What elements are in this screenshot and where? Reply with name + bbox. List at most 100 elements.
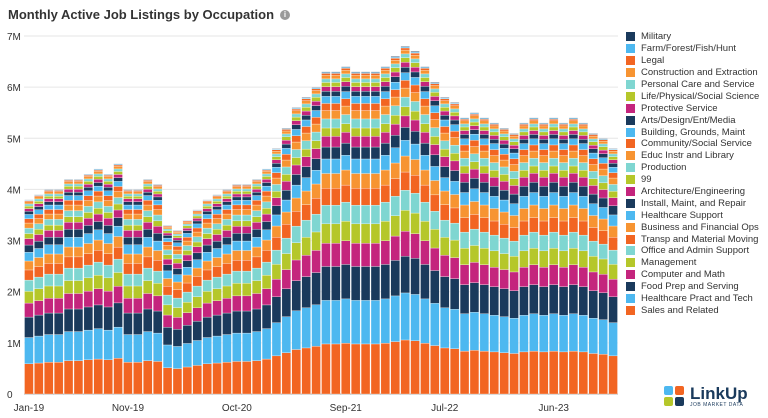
bar-segment[interactable]	[410, 58, 420, 63]
bar-segment[interactable]	[539, 155, 549, 163]
bar-segment[interactable]	[172, 317, 183, 330]
bar-segment[interactable]	[588, 193, 598, 204]
bar-segment[interactable]	[568, 119, 579, 122]
bar-segment[interactable]	[93, 221, 103, 230]
bar-segment[interactable]	[509, 138, 519, 142]
bar-segment[interactable]	[469, 201, 480, 215]
bar-segment[interactable]	[103, 206, 113, 213]
bar-segment[interactable]	[549, 165, 559, 174]
bar-segment[interactable]	[479, 138, 489, 146]
bar-segment[interactable]	[519, 170, 529, 178]
bar-segment[interactable]	[63, 210, 74, 217]
bar-segment[interactable]	[459, 284, 470, 314]
bar-segment[interactable]	[83, 195, 93, 201]
bar-segment[interactable]	[598, 168, 608, 176]
bar-segment[interactable]	[390, 162, 400, 179]
bar-segment[interactable]	[182, 291, 192, 303]
bar-segment[interactable]	[400, 256, 410, 294]
bar-segment[interactable]	[242, 185, 252, 187]
bar-segment[interactable]	[192, 246, 202, 254]
bar-segment[interactable]	[420, 81, 430, 87]
bar-segment[interactable]	[351, 96, 361, 104]
bar-segment[interactable]	[311, 148, 321, 159]
bar-segment[interactable]	[281, 127, 291, 129]
bar-segment[interactable]	[123, 191, 133, 195]
bar-segment[interactable]	[162, 232, 173, 236]
bar-segment[interactable]	[252, 180, 262, 182]
bar-segment[interactable]	[578, 315, 588, 353]
bar-segment[interactable]	[44, 196, 54, 200]
bar-segment[interactable]	[291, 107, 301, 109]
bar-segment[interactable]	[103, 187, 113, 191]
bar-segment[interactable]	[588, 145, 598, 150]
bar-segment[interactable]	[608, 225, 618, 238]
bar-segment[interactable]	[54, 263, 64, 275]
bar-segment[interactable]	[133, 362, 143, 395]
bar-segment[interactable]	[54, 201, 64, 206]
bar-segment[interactable]	[469, 129, 480, 135]
bar-segment[interactable]	[360, 78, 371, 83]
bar-segment[interactable]	[202, 279, 212, 292]
bar-segment[interactable]	[430, 247, 440, 271]
bar-segment[interactable]	[63, 188, 74, 193]
bar-segment[interactable]	[499, 199, 509, 213]
bar-segment[interactable]	[113, 236, 123, 248]
bar-segment[interactable]	[93, 171, 103, 175]
bar-segment[interactable]	[351, 223, 361, 244]
bar-segment[interactable]	[430, 85, 440, 90]
bar-segment[interactable]	[192, 220, 202, 225]
bar-segment[interactable]	[568, 264, 579, 285]
bar-segment[interactable]	[519, 125, 529, 130]
bar-segment[interactable]	[63, 237, 74, 248]
bar-segment[interactable]	[568, 350, 579, 395]
bar-segment[interactable]	[73, 280, 84, 294]
bar-segment[interactable]	[83, 176, 93, 180]
bar-segment[interactable]	[360, 343, 371, 395]
bar-segment[interactable]	[252, 200, 262, 206]
bar-segment[interactable]	[331, 86, 341, 92]
bar-segment[interactable]	[103, 200, 113, 207]
bar-segment[interactable]	[341, 240, 351, 265]
bar-segment[interactable]	[103, 225, 113, 234]
bar-segment[interactable]	[63, 308, 74, 332]
bar-segment[interactable]	[24, 244, 34, 253]
bar-segment[interactable]	[113, 302, 123, 328]
bar-segment[interactable]	[519, 131, 529, 136]
bar-segment[interactable]	[281, 154, 291, 161]
bar-segment[interactable]	[370, 118, 381, 129]
bar-segment[interactable]	[63, 200, 74, 206]
bar-segment[interactable]	[222, 263, 232, 275]
bar-segment[interactable]	[420, 86, 430, 92]
bar-segment[interactable]	[54, 191, 64, 195]
bar-segment[interactable]	[34, 240, 44, 249]
bar-segment[interactable]	[222, 213, 232, 220]
bar-segment[interactable]	[123, 263, 133, 275]
bar-segment[interactable]	[212, 213, 222, 219]
bar-segment[interactable]	[222, 204, 232, 210]
bar-segment[interactable]	[420, 169, 430, 186]
bar-segment[interactable]	[242, 332, 252, 362]
bar-segment[interactable]	[242, 361, 252, 395]
bar-segment[interactable]	[479, 144, 489, 152]
bar-segment[interactable]	[380, 142, 390, 156]
bar-segment[interactable]	[44, 285, 54, 299]
bar-segment[interactable]	[261, 213, 272, 222]
bar-segment[interactable]	[212, 314, 222, 337]
bar-segment[interactable]	[73, 181, 84, 185]
bar-segment[interactable]	[321, 136, 331, 148]
bar-segment[interactable]	[261, 201, 272, 209]
bar-segment[interactable]	[83, 206, 93, 213]
bar-segment[interactable]	[410, 110, 420, 121]
bar-segment[interactable]	[162, 344, 173, 368]
bar-segment[interactable]	[182, 366, 192, 395]
bar-segment[interactable]	[192, 252, 202, 260]
bar-segment[interactable]	[103, 218, 113, 226]
bar-segment[interactable]	[321, 82, 331, 87]
bar-segment[interactable]	[54, 230, 64, 238]
bar-segment[interactable]	[143, 229, 153, 238]
bar-segment[interactable]	[529, 173, 539, 183]
bar-segment[interactable]	[123, 298, 133, 314]
bar-segment[interactable]	[24, 238, 34, 246]
bar-segment[interactable]	[469, 121, 480, 126]
bar-segment[interactable]	[44, 312, 54, 335]
